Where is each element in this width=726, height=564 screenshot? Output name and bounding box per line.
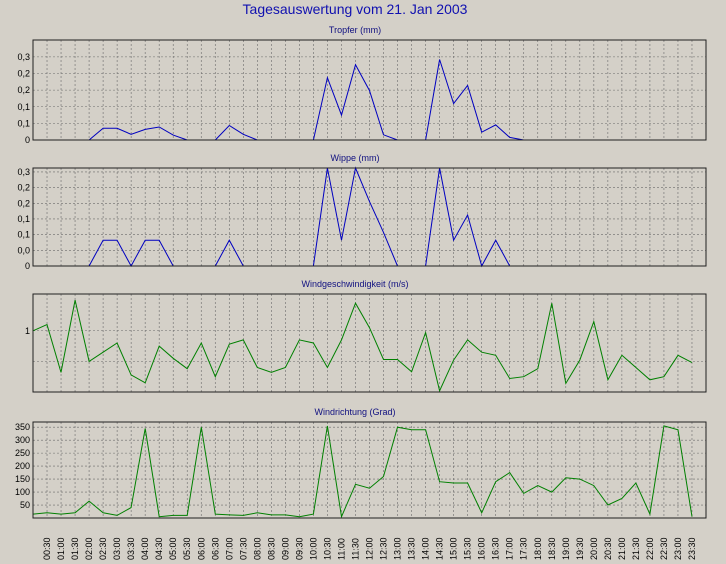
y-tick-label: 0,1 <box>17 102 30 112</box>
x-tick-label: 20:00 <box>589 537 599 560</box>
x-tick-label: 09:30 <box>294 537 304 560</box>
y-tick-label: 0,0 <box>17 245 30 255</box>
y-tick-label: 0 <box>25 135 30 145</box>
y-tick-label: 0,2 <box>17 183 30 193</box>
x-tick-label: 14:00 <box>421 537 431 560</box>
x-tick-label: 12:30 <box>379 537 389 560</box>
y-tick-label: 0,1 <box>17 214 30 224</box>
x-tick-label: 13:00 <box>393 537 403 560</box>
y-tick-label: 1 <box>25 326 30 336</box>
series-line <box>88 126 188 141</box>
x-tick-label: 03:30 <box>126 537 136 560</box>
x-tick-label: 06:30 <box>210 537 220 560</box>
x-tick-label: 23:30 <box>687 537 697 560</box>
x-tick-label: 01:00 <box>56 537 66 560</box>
plot-frame <box>32 293 707 393</box>
y-tick-label: 0,2 <box>17 69 30 79</box>
x-tick-label: 23:00 <box>673 537 683 560</box>
x-tick-label: 10:30 <box>322 537 332 560</box>
x-tick-label: 17:00 <box>505 537 515 560</box>
x-tick-label: 21:00 <box>617 537 627 560</box>
x-tick-label: 16:00 <box>477 537 487 560</box>
x-tick-label: 15:30 <box>463 537 473 560</box>
y-tick-label: 250 <box>15 448 30 458</box>
y-tick-label: 300 <box>15 435 30 445</box>
x-tick-label: 08:30 <box>266 537 276 560</box>
x-tick-label: 18:00 <box>533 537 543 560</box>
plot-frame <box>32 421 707 519</box>
x-tick-label: 09:00 <box>280 537 290 560</box>
x-axis-tick-labels: 00:30 01:00 01:30 02:00 02:30 03:00 03:30 04:00… <box>42 537 697 560</box>
y-tick-label: 150 <box>15 474 30 484</box>
x-tick-label: 05:00 <box>168 537 178 560</box>
x-tick-label: 16:30 <box>491 537 501 560</box>
x-tick-label: 19:00 <box>561 537 571 560</box>
tropfer-title: Tropfer (mm) <box>329 25 381 35</box>
series-line <box>312 63 398 141</box>
x-tick-label: 04:30 <box>154 537 164 560</box>
x-tick-label: 22:30 <box>659 537 669 560</box>
x-tick-label: 00:30 <box>42 537 52 560</box>
y-tick-label: 350 <box>15 422 30 432</box>
y-tick-label: 0 <box>25 261 30 271</box>
y-tick-label: 50 <box>20 500 30 510</box>
x-tick-label: 10:00 <box>308 537 318 560</box>
series-line <box>32 299 693 393</box>
windrichtung-chart: 50 100 150 200 250 300 350 <box>15 421 707 519</box>
x-tick-label: 11:30 <box>350 538 360 560</box>
x-tick-label: 06:00 <box>196 537 206 560</box>
plot-frame <box>32 39 707 141</box>
windgeschwindigkeit-chart: 1 <box>25 293 707 393</box>
x-tick-label: 21:30 <box>631 537 641 560</box>
x-tick-label: 05:30 <box>182 537 192 560</box>
x-tick-label: 18:30 <box>547 537 557 560</box>
x-tick-label: 03:00 <box>112 537 122 560</box>
y-tick-label: 0,3 <box>17 52 30 62</box>
y-tick-label: 0,1 <box>17 230 30 240</box>
x-tick-label: 04:00 <box>140 537 150 560</box>
wippe-title: Wippe (mm) <box>331 153 380 163</box>
x-tick-label: 07:30 <box>238 537 248 560</box>
x-tick-label: 11:00 <box>336 538 346 560</box>
x-tick-label: 17:30 <box>519 537 529 560</box>
x-tick-label: 13:30 <box>407 537 417 560</box>
x-tick-label: 12:00 <box>365 537 375 560</box>
plot-frame <box>32 167 707 267</box>
series-line <box>214 239 244 267</box>
y-tick-label: 100 <box>15 487 30 497</box>
y-tick-label: 0,2 <box>17 198 30 208</box>
x-tick-label: 01:30 <box>70 537 80 560</box>
x-tick-label: 08:00 <box>252 537 262 560</box>
x-tick-label: 02:30 <box>98 537 108 560</box>
series-line <box>425 59 524 141</box>
x-tick-label: 19:30 <box>575 537 585 560</box>
x-tick-label: 14:30 <box>435 537 445 560</box>
x-tick-label: 15:00 <box>449 537 459 560</box>
y-tick-label: 0,3 <box>17 167 30 177</box>
windrichtung-title: Windrichtung (Grad) <box>314 407 395 417</box>
windgeschwindigkeit-title: Windgeschwindigkeit (m/s) <box>301 279 408 289</box>
wippe-chart: 0 0,0 0,1 0,1 0,2 0,2 0,3 <box>17 166 707 271</box>
x-tick-label: 20:30 <box>603 537 613 560</box>
y-tick-label: 0,1 <box>17 118 30 128</box>
tropfer-chart: 0 0,1 0,1 0,2 0,2 0,3 <box>17 39 707 145</box>
series-line <box>214 124 258 141</box>
x-tick-label: 02:00 <box>84 537 94 560</box>
x-tick-label: 22:00 <box>645 537 655 560</box>
x-tick-label: 07:00 <box>224 537 234 560</box>
page-title: Tagesauswertung vom 21. Jan 2003 <box>243 1 468 17</box>
series-line <box>32 425 693 519</box>
y-tick-label: 0,2 <box>17 85 30 95</box>
y-tick-label: 200 <box>15 461 30 471</box>
